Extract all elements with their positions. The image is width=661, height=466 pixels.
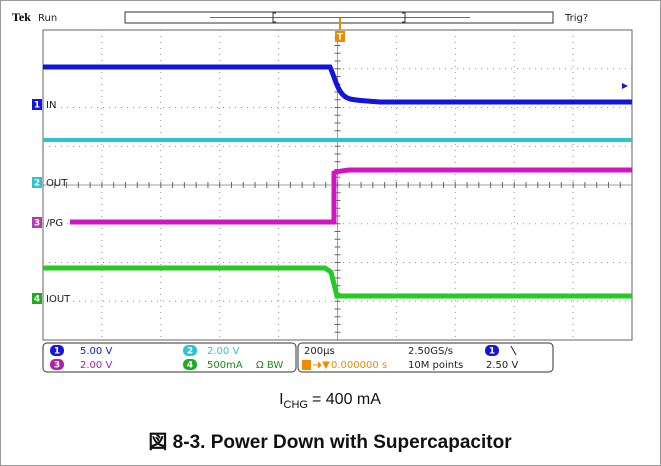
sample-rate: 2.50GS/s xyxy=(408,346,453,357)
record-brackets xyxy=(272,12,406,23)
channel-marker-number: 1 xyxy=(34,101,40,111)
channel-marker: 4 IOUT xyxy=(32,293,71,305)
channel-marker: 2 OUT xyxy=(32,177,68,189)
channel-marker: 3 /PG xyxy=(32,217,63,229)
graticule xyxy=(42,29,633,341)
caption-symbol: I xyxy=(279,391,283,408)
readout-number: 2 xyxy=(187,347,193,357)
channel-label: IN xyxy=(46,100,56,111)
trigger-source-badge xyxy=(485,345,499,356)
record-length: 10M points xyxy=(408,360,463,371)
readout-badge xyxy=(50,359,64,370)
readout-number: 1 xyxy=(54,347,60,357)
bandwidth-flag: Ω BW xyxy=(256,360,283,371)
trigger-position-arrow xyxy=(313,361,330,370)
readout-scale: 2.00 V xyxy=(207,346,239,357)
trigger-status: Trig? xyxy=(564,13,588,24)
readout-number: 3 xyxy=(54,361,60,371)
channel-readout xyxy=(42,342,297,373)
readout-badge xyxy=(183,359,197,370)
trigger-slope xyxy=(510,345,517,356)
readout-scale: 5.00 V xyxy=(80,346,112,357)
readout-badge xyxy=(183,345,197,356)
readout-scale: 500mA xyxy=(207,360,243,371)
trigger-marker-box xyxy=(335,31,345,42)
caption-text: = 400 mA xyxy=(312,391,381,408)
channel-label: IOUT xyxy=(46,294,71,305)
caption-subscript: CHG xyxy=(284,399,308,411)
brand: Tek xyxy=(12,10,31,24)
channel-marker-box xyxy=(32,217,42,228)
channel-marker-box xyxy=(32,177,42,188)
readout-scale: 2.00 V xyxy=(80,360,112,371)
readout-badge xyxy=(50,345,64,356)
channel-label: /PG xyxy=(46,218,63,229)
trigger-level-marker xyxy=(622,83,628,89)
channel-marker-box xyxy=(32,99,42,110)
readout-number: 4 xyxy=(187,361,193,371)
trigger-marker: T xyxy=(337,33,344,43)
waveform-ch3 xyxy=(70,167,632,225)
time-scale: 200µs xyxy=(304,346,335,357)
trigger-position: 0.000000 s xyxy=(331,360,387,371)
channel-marker-box xyxy=(32,293,42,304)
channel-marker-number: 4 xyxy=(34,295,40,305)
trigger-position-badge xyxy=(302,360,311,370)
trigger-source: 1 xyxy=(489,347,495,357)
channel-marker-number: 3 xyxy=(34,219,40,229)
run-status: Run xyxy=(38,13,57,24)
condition-caption: ICHG = 400 mA xyxy=(279,391,381,411)
waveform-ch1 xyxy=(43,64,632,105)
channel-label: OUT xyxy=(46,178,68,189)
figure-title: 図 8-3. Power Down with Supercapacitor xyxy=(148,431,512,453)
channel-marker: 1 IN xyxy=(32,99,56,111)
channel-marker-number: 2 xyxy=(34,179,40,189)
waveform-ch4 xyxy=(43,265,632,299)
trigger-level: 2.50 V xyxy=(486,360,518,371)
